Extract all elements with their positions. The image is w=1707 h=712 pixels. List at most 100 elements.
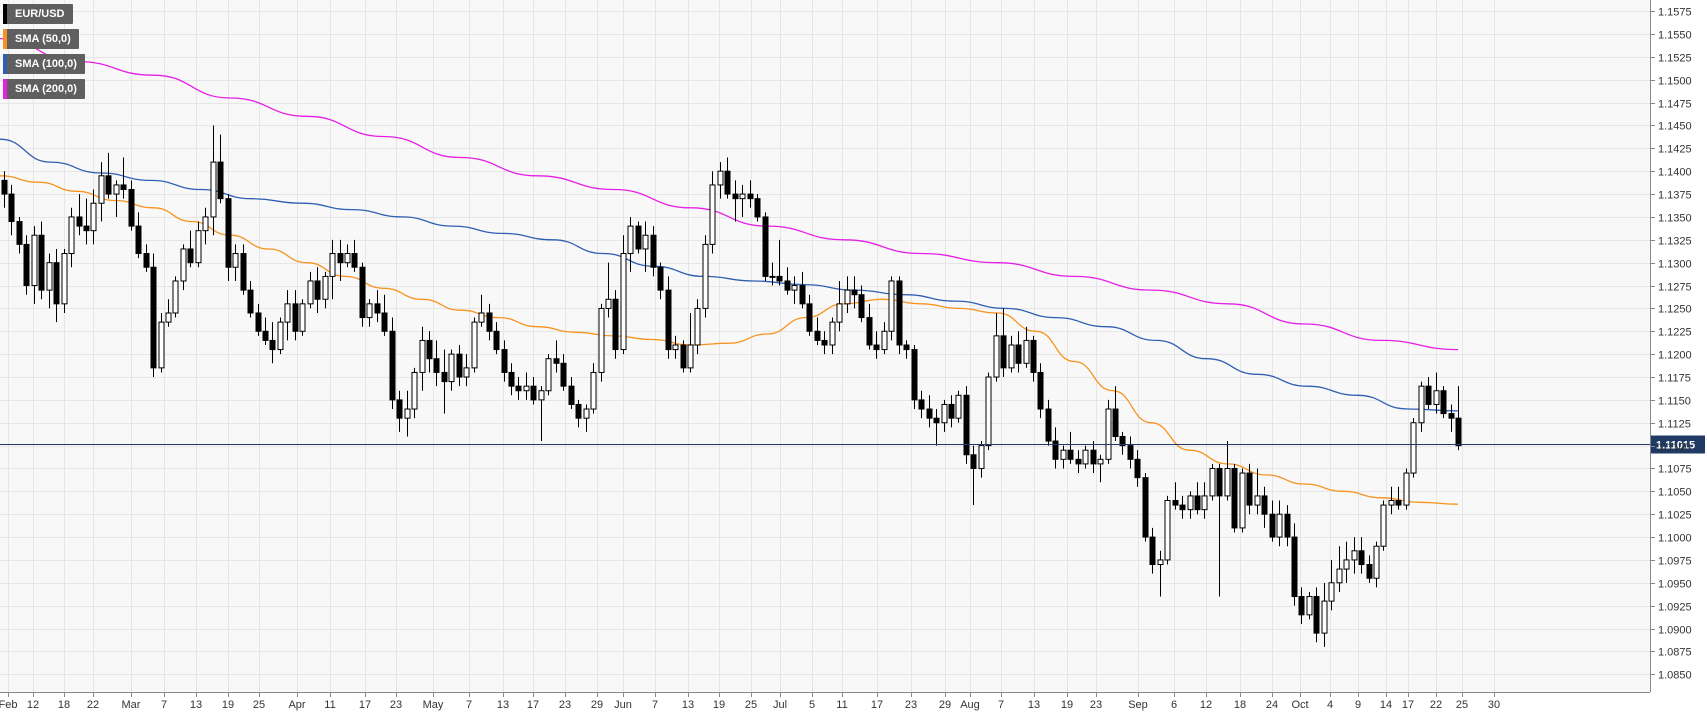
candle bbox=[672, 335, 679, 359]
legend-label: SMA (50,0) bbox=[15, 33, 71, 45]
y-tick-label: 1.1175 bbox=[1658, 373, 1691, 385]
legend-item-sma200[interactable]: SMA (200,0) bbox=[3, 79, 85, 99]
candle bbox=[105, 152, 112, 199]
candle-body bbox=[1142, 477, 1149, 538]
x-tick-label: 23 bbox=[559, 699, 571, 711]
candle bbox=[1321, 582, 1328, 647]
legend-item-sma50[interactable]: SMA (50,0) bbox=[3, 29, 79, 49]
x-tick-label: 7 bbox=[652, 699, 658, 711]
candle bbox=[23, 235, 30, 295]
candle-body bbox=[501, 349, 508, 373]
candle-body bbox=[918, 399, 925, 410]
candle-body bbox=[1410, 422, 1417, 474]
sma-50-line bbox=[0, 175, 1459, 505]
candle-body bbox=[672, 344, 679, 351]
candle-body bbox=[911, 349, 918, 401]
candle-body bbox=[985, 376, 992, 447]
candle-body bbox=[322, 275, 329, 300]
x-tick-label: 13 bbox=[190, 699, 202, 711]
candle-body bbox=[1276, 513, 1283, 538]
candle-body bbox=[1209, 467, 1216, 497]
candle-body bbox=[612, 298, 619, 351]
candle bbox=[202, 207, 209, 245]
legend-swatch bbox=[3, 54, 7, 74]
candle bbox=[1403, 468, 1410, 510]
candle-body bbox=[1157, 559, 1164, 566]
candle-body bbox=[508, 371, 515, 387]
candle-body bbox=[441, 371, 448, 383]
candle-body bbox=[426, 339, 433, 360]
candle-body bbox=[978, 445, 985, 469]
candle-body bbox=[1149, 536, 1156, 566]
candle-body bbox=[381, 312, 388, 332]
y-tick-label: 1.1025 bbox=[1658, 510, 1692, 522]
candle-body bbox=[665, 289, 672, 351]
candle bbox=[1358, 537, 1365, 574]
x-tick-label: 11 bbox=[836, 699, 847, 711]
candle bbox=[83, 198, 90, 245]
candle-body bbox=[1090, 449, 1097, 465]
y-tick-label: 1.1250 bbox=[1658, 304, 1692, 316]
legend-item-price[interactable]: EUR/USD bbox=[3, 4, 73, 24]
candle-body bbox=[993, 335, 1000, 378]
x-tick-label: 19 bbox=[713, 699, 725, 711]
x-tick-label: 19 bbox=[1061, 699, 1073, 711]
candle bbox=[657, 262, 664, 300]
candle bbox=[113, 180, 120, 217]
candle-body bbox=[1336, 568, 1343, 584]
candle-body bbox=[1075, 458, 1082, 465]
candle-body bbox=[515, 385, 522, 392]
candle bbox=[90, 189, 97, 245]
candle bbox=[448, 349, 455, 391]
candle-body bbox=[135, 225, 142, 255]
candle-body bbox=[866, 317, 873, 346]
candle bbox=[225, 194, 232, 281]
candle bbox=[926, 395, 933, 428]
candle bbox=[262, 317, 269, 345]
candle-body bbox=[694, 307, 701, 346]
candle-body bbox=[1269, 513, 1276, 538]
candle bbox=[784, 267, 791, 295]
candle bbox=[277, 317, 284, 355]
legend-item-sma100[interactable]: SMA (100,0) bbox=[3, 54, 85, 74]
candle bbox=[247, 280, 254, 318]
x-tick-label: 13 bbox=[497, 699, 509, 711]
candle bbox=[1045, 399, 1052, 446]
candle-body bbox=[583, 408, 590, 419]
candle-body bbox=[1284, 513, 1291, 538]
candle bbox=[948, 395, 955, 428]
y-tick-label: 1.1450 bbox=[1658, 121, 1692, 133]
candle-body bbox=[471, 321, 478, 369]
candle-body bbox=[351, 253, 358, 268]
legend: EUR/USD SMA (50,0) SMA (100,0) SMA (200,… bbox=[3, 4, 85, 104]
candle-body bbox=[1343, 559, 1350, 570]
candle bbox=[918, 390, 925, 419]
candle bbox=[806, 294, 813, 336]
x-tick-label: 25 bbox=[745, 699, 757, 711]
candle-body bbox=[419, 339, 426, 373]
candle-body bbox=[366, 303, 373, 319]
candle bbox=[754, 194, 761, 222]
candle-body bbox=[1418, 385, 1425, 424]
candle bbox=[1380, 500, 1387, 551]
candle-body bbox=[754, 198, 761, 218]
y-tick-label: 1.0875 bbox=[1658, 647, 1692, 659]
candle-body bbox=[1224, 467, 1231, 497]
candle bbox=[858, 285, 865, 323]
candle bbox=[896, 276, 903, 355]
candle-body bbox=[1187, 495, 1194, 511]
candle bbox=[1119, 431, 1126, 455]
candle bbox=[538, 386, 545, 442]
candle-body bbox=[1, 179, 8, 195]
candle bbox=[717, 162, 724, 199]
candle-body bbox=[16, 221, 23, 245]
candle-body bbox=[948, 403, 955, 419]
candle-body bbox=[1321, 600, 1328, 634]
candle-body bbox=[1134, 458, 1141, 479]
candle bbox=[776, 239, 783, 286]
y-tick-label: 1.1200 bbox=[1658, 350, 1692, 362]
candle bbox=[941, 399, 948, 432]
candle bbox=[888, 276, 895, 341]
x-tick-label: Feb bbox=[0, 699, 17, 711]
candle-body bbox=[553, 358, 560, 364]
